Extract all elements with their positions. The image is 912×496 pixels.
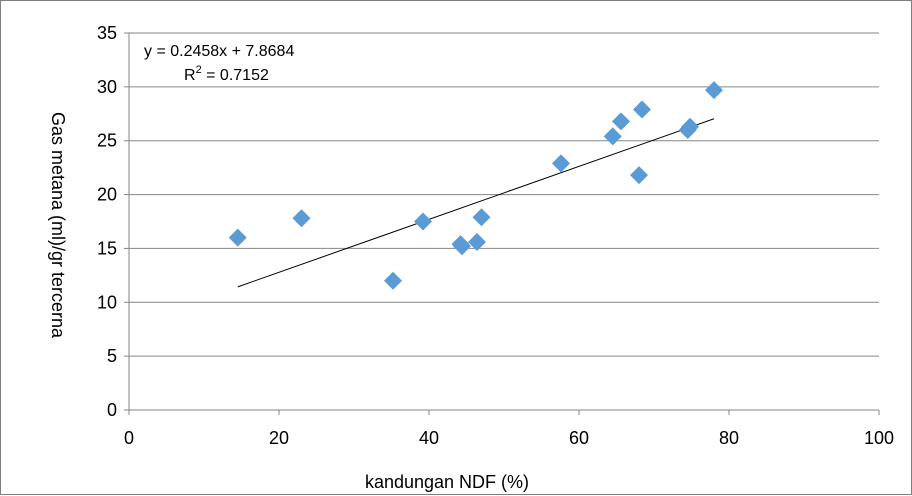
y-tick-label: 15 <box>97 238 117 258</box>
y-tick-label: 0 <box>107 400 117 420</box>
r-squared-prefix: R <box>184 67 196 84</box>
x-tick-label: 60 <box>569 428 589 448</box>
x-axis-title: kandungan NDF (%) <box>365 472 529 492</box>
y-tick-label: 20 <box>97 185 117 205</box>
data-point <box>228 228 247 247</box>
data-point <box>472 208 491 227</box>
x-tick-label: 100 <box>864 428 894 448</box>
data-point <box>681 117 699 136</box>
x-tick-label: 20 <box>269 428 289 448</box>
x-tick-label: 80 <box>719 428 739 448</box>
data-point <box>630 166 648 185</box>
y-tick-label: 35 <box>97 23 117 43</box>
data-point <box>705 81 723 100</box>
y-tick-labels: 0 5 10 15 20 25 30 35 <box>97 23 117 420</box>
r-squared-value: = 0.7152 <box>202 67 269 84</box>
y-tick-label: 30 <box>97 77 117 97</box>
r-squared-label: R2 = 0.7152 <box>184 64 269 84</box>
trendline <box>237 118 715 288</box>
y-tick-label: 25 <box>97 131 117 151</box>
data-point <box>603 127 622 146</box>
trendline-equation: y = 0.2458x + 7.8684 <box>144 43 294 60</box>
data-point <box>552 154 570 173</box>
data-point <box>633 100 651 119</box>
data-point <box>453 237 471 256</box>
data-points <box>228 81 723 290</box>
data-point <box>612 112 630 131</box>
x-tick-label: 40 <box>419 428 439 448</box>
x-tick-labels: 0 20 40 60 80 100 <box>124 428 894 448</box>
y-axis-title: Gas metana (ml)/gr tercerna <box>48 112 68 339</box>
data-point <box>414 212 432 231</box>
gridlines <box>124 32 879 411</box>
axes <box>128 33 880 415</box>
data-point <box>292 209 311 228</box>
y-tick-label: 5 <box>107 346 117 366</box>
data-point <box>468 232 486 251</box>
r-squared-superscript: 2 <box>196 64 202 76</box>
y-tick-label: 10 <box>97 292 117 312</box>
data-point <box>384 271 402 290</box>
x-tick-label: 0 <box>124 428 134 448</box>
